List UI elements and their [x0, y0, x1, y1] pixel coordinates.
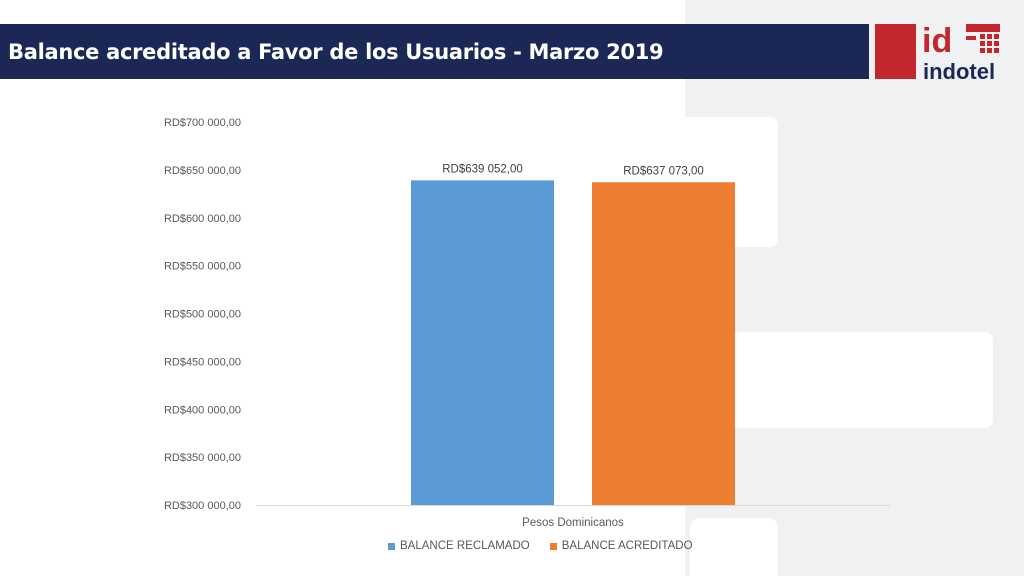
- legend-item-acreditado: BALANCE ACREDITADO: [549, 540, 693, 552]
- y-tick-label: RD$450 000,00: [164, 356, 241, 368]
- y-axis: RD$300 000,00 RD$350 000,00 RD$400 000,00 R…: [164, 117, 241, 512]
- legend-swatch: [549, 542, 557, 550]
- page-title: Balance acreditado a Favor de los Usuari…: [8, 39, 664, 64]
- data-label: RD$637 073,00: [623, 165, 704, 177]
- y-tick-label: RD$300 000,00: [164, 500, 241, 512]
- legend: BALANCE RECLAMADO BALANCE ACREDITADO: [388, 540, 693, 552]
- category-label: Pesos Dominicanos: [522, 517, 624, 529]
- title-bar: Balance acreditado a Favor de los Usuari…: [0, 24, 869, 79]
- bar-balance-reclamado: [411, 180, 554, 505]
- y-tick-label: RD$400 000,00: [164, 404, 241, 416]
- y-tick-label: RD$700 000,00: [164, 117, 241, 129]
- legend-item-reclamado: BALANCE RECLAMADO: [388, 540, 530, 552]
- y-tick-label: RD$350 000,00: [164, 452, 241, 464]
- legend-label: BALANCE ACREDITADO: [561, 540, 693, 552]
- background-panel: [685, 0, 1024, 576]
- logo-red-block: [875, 24, 916, 79]
- logo-wordmark: indotel: [923, 59, 995, 82]
- y-tick-label: RD$550 000,00: [164, 261, 241, 273]
- data-label: RD$639 052,00: [442, 163, 523, 175]
- bars-group: [411, 180, 735, 505]
- legend-label: BALANCE RECLAMADO: [400, 540, 530, 552]
- logo-mark-text: id: [922, 22, 952, 60]
- y-tick-label: RD$600 000,00: [164, 213, 241, 225]
- y-tick-label: RD$650 000,00: [164, 165, 241, 177]
- data-labels-group: RD$639 052,00 RD$637 073,00: [442, 163, 704, 177]
- bar-balance-acreditado: [592, 182, 735, 505]
- indotel-logo: id indotel: [922, 22, 1000, 82]
- y-tick-label: RD$500 000,00: [164, 309, 241, 321]
- background-shape: [690, 518, 778, 576]
- legend-swatch: [388, 542, 395, 550]
